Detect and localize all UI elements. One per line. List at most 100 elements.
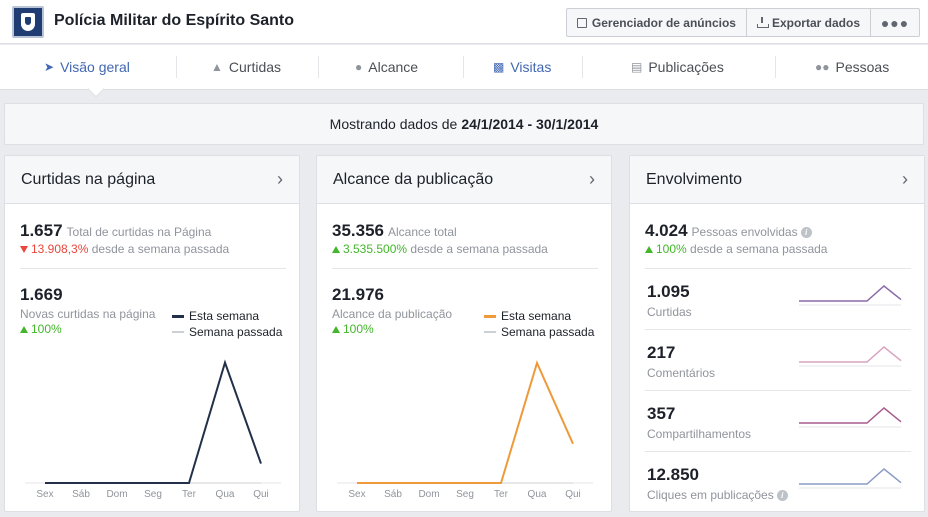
legend-last-week: Semana passada xyxy=(484,324,594,340)
ads-manager-button[interactable]: Gerenciador de anúncios xyxy=(567,9,747,36)
ads-manager-label: Gerenciador de anúncios xyxy=(591,15,736,30)
change-suffix: desde a semana passada xyxy=(690,242,828,256)
up-arrow-icon xyxy=(20,326,28,333)
new-likes-value: 1.669 xyxy=(20,285,63,304)
engagement-likes-value: 1.095 xyxy=(647,282,690,301)
sparkline-line xyxy=(799,468,902,485)
x-tick-label: Dom xyxy=(106,489,127,500)
engagement-likes-label: Curtidas xyxy=(647,305,692,319)
divider xyxy=(645,268,911,269)
group-icon: ●● xyxy=(815,60,830,74)
tab-visits[interactable]: ▩ Visitas xyxy=(493,45,551,89)
people-engaged-change: 100% desde a semana passada xyxy=(645,242,827,256)
header-actions: Gerenciador de anúncios Exportar dados ●… xyxy=(565,8,920,37)
posts-icon: ▤ xyxy=(631,60,643,74)
likes-line-chart: Sex Sáb Dom Seg Ter Qua Qui xyxy=(25,359,281,500)
x-tick-label: Ter xyxy=(494,489,509,500)
total-likes-desc: Total de curtidas na Página xyxy=(66,225,212,239)
reach-legend: Esta semana Semana passada xyxy=(484,308,594,340)
down-arrow-icon xyxy=(20,246,28,253)
reach-line-chart: Sex Sáb Dom Seg Ter Qua Qui xyxy=(337,360,593,500)
engagement-likes-row[interactable]: 1.095 Curtidas xyxy=(645,272,911,330)
engagement-comments-value: 217 xyxy=(647,343,676,362)
date-range-bar: Mostrando dados de 24/1/2014 - 30/1/2014 xyxy=(4,103,924,145)
reach-card-header[interactable]: Alcance da publicação › xyxy=(317,156,611,204)
people-engaged-desc: Pessoas envolvidas xyxy=(691,225,798,239)
post-reach-value: 21.976 xyxy=(332,285,384,304)
change-suffix: desde a semana passada xyxy=(91,242,230,256)
engagement-comments-label: Comentários xyxy=(647,366,716,380)
engagement-card: Envolvimento › 4.024 Pessoas envolvidas i … xyxy=(629,155,925,512)
info-icon[interactable]: i xyxy=(800,227,812,238)
legend-last-week: Semana passada xyxy=(172,324,282,340)
likes-sparkline xyxy=(799,285,902,306)
tab-posts[interactable]: ▤ Publicações xyxy=(631,45,724,89)
engagement-shares-value: 357 xyxy=(647,404,676,423)
x-tick-label: Qua xyxy=(528,489,547,500)
ads-manager-icon xyxy=(576,17,587,28)
up-arrow-icon xyxy=(332,246,340,253)
tab-visits-label: Visitas xyxy=(510,59,552,75)
tab-overview[interactable]: ➤ Visão geral xyxy=(44,45,130,89)
x-tick-label: Qua xyxy=(216,489,235,500)
legend-this-week-label: Esta semana xyxy=(501,309,572,323)
total-reach: 35.356 Alcance total xyxy=(332,221,457,241)
divider xyxy=(332,268,598,269)
thumb-icon: ▲ xyxy=(211,60,223,74)
reach-card-title: Alcance da publicação xyxy=(333,170,494,188)
reach-card: Alcance da publicação › 35.356 Alcance to… xyxy=(316,155,612,512)
likes-card-header[interactable]: Curtidas na página › xyxy=(5,156,299,204)
legend-last-week-label: Semana passada xyxy=(189,325,283,339)
engagement-shares-row[interactable]: 357 Compartilhamentos xyxy=(645,394,911,452)
more-options-button[interactable]: ●●● xyxy=(880,14,910,31)
engagement-clicks-value: 12.850 xyxy=(647,465,699,484)
chevron-right-icon[interactable]: › xyxy=(277,169,283,189)
sparkline-line xyxy=(799,407,902,424)
legend-this-week-label: Esta semana xyxy=(189,309,260,323)
x-tick-label: Qui xyxy=(253,489,269,500)
engagement-clicks-row[interactable]: 12.850 Cliques em publicações i xyxy=(645,455,911,513)
new-likes-change: 100% xyxy=(20,322,62,336)
total-reach-desc: Alcance total xyxy=(388,225,457,239)
tab-divider xyxy=(176,56,177,78)
new-likes-change-value: 100% xyxy=(31,322,62,336)
total-reach-value: 35.356 xyxy=(332,221,384,240)
tab-reach[interactable]: ● Alcance xyxy=(355,45,418,89)
tab-reach-label: Alcance xyxy=(368,59,419,75)
tab-divider xyxy=(318,56,319,78)
engagement-clicks-label-text: Cliques em publicações xyxy=(647,488,774,502)
legend-swatch xyxy=(484,314,496,318)
tab-likes-label: Curtidas xyxy=(228,59,282,75)
sparkline-line xyxy=(799,346,902,363)
post-reach-change: 100% xyxy=(332,322,374,336)
up-arrow-icon xyxy=(332,326,340,333)
engagement-card-header[interactable]: Envolvimento › xyxy=(630,156,924,204)
chevron-right-icon[interactable]: › xyxy=(902,169,908,189)
info-icon[interactable]: i xyxy=(776,490,788,501)
export-data-button[interactable]: Exportar dados xyxy=(747,9,871,36)
clicks-sparkline xyxy=(799,468,902,489)
engagement-shares-label: Compartilhamentos xyxy=(647,427,752,441)
tab-likes[interactable]: ▲ Curtidas xyxy=(211,45,281,89)
legend-swatch xyxy=(484,331,496,333)
new-likes-desc: Novas curtidas na página xyxy=(20,307,156,321)
date-range-prefix: Mostrando dados de xyxy=(329,116,458,132)
x-tick-label: Ter xyxy=(182,489,197,500)
total-reach-change-value: 3.535.500% xyxy=(343,242,408,256)
tab-people[interactable]: ●● Pessoas xyxy=(815,45,889,89)
x-tick-label: Qui xyxy=(565,489,581,500)
legend-swatch xyxy=(172,331,184,333)
page-logo[interactable] xyxy=(12,6,44,38)
engagement-clicks-label: Cliques em publicações i xyxy=(647,488,788,502)
export-data-label: Exportar dados xyxy=(771,15,860,30)
page-title[interactable]: Polícia Militar do Espírito Santo xyxy=(54,12,295,29)
engagement-comments-row[interactable]: 217 Comentários xyxy=(645,333,911,391)
sparkline-line xyxy=(799,285,902,302)
chevron-right-icon[interactable]: › xyxy=(589,169,595,189)
divider xyxy=(20,268,286,269)
insights-tabs: ➤ Visão geral ▲ Curtidas ● Alcance ▩ Vis… xyxy=(0,45,928,90)
legend-last-week-label: Semana passada xyxy=(501,325,595,339)
likes-card: Curtidas na página › 1.657 Total de curti… xyxy=(4,155,300,512)
total-likes-change: 13.908,3% desde a semana passada xyxy=(20,242,229,256)
change-suffix: desde a semana passada xyxy=(410,242,548,256)
